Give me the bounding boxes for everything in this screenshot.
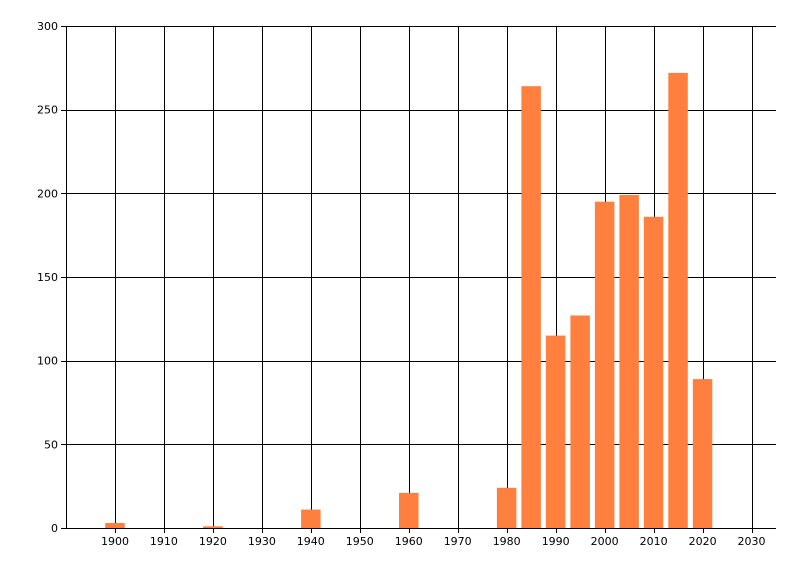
x-tick-label-1930: 1930: [248, 535, 276, 548]
bar-1995: [570, 315, 590, 528]
axes: [66, 26, 776, 529]
x-tick-label-1940: 1940: [297, 535, 325, 548]
bar-2010: [643, 216, 664, 529]
bar-1980: [496, 487, 517, 528]
x-tick-label-2010: 2010: [640, 535, 668, 548]
x-tick-label-1900: 1900: [101, 535, 129, 548]
y-tick-label-150: 150: [37, 271, 58, 284]
y-tick-label-300: 300: [37, 20, 58, 33]
bar-2000: [594, 201, 615, 528]
y-tick-label-250: 250: [37, 104, 58, 117]
x-tick-label-2030: 2030: [738, 535, 766, 548]
x-tick-label-2000: 2000: [591, 535, 619, 548]
x-tick-label-2020: 2020: [689, 535, 717, 548]
y-axis-tick-labels: 0 50 100 150 200 250 300: [37, 20, 66, 535]
bar-1990: [545, 335, 566, 528]
x-tick-label-1980: 1980: [493, 535, 521, 548]
x-tick-label-1950: 1950: [346, 535, 374, 548]
y-tick-label-0: 0: [51, 522, 58, 535]
bar-1900: [105, 523, 125, 528]
y-tick-label-50: 50: [44, 438, 58, 451]
x-tick-label-1970: 1970: [444, 535, 472, 548]
bar-1940: [301, 509, 321, 528]
bar-1985: [521, 86, 541, 528]
bar-2020: [692, 379, 713, 528]
x-tick-label-1920: 1920: [199, 535, 227, 548]
x-axis-tick-labels: 1900 1910 1920 1930 1940 1950 1960 1970 1980 1990…: [101, 535, 766, 548]
bar-1920: [203, 526, 223, 528]
y-tick-label-100: 100: [37, 355, 58, 368]
x-tick-label-1910: 1910: [150, 535, 178, 548]
y-tick-label-200: 200: [37, 187, 58, 200]
bars: [105, 72, 713, 529]
bar-2015: [668, 72, 688, 529]
bar-1960: [399, 492, 419, 528]
x-tick-label-1990: 1990: [542, 535, 570, 548]
x-tick-label-1960: 1960: [395, 535, 423, 548]
bar-2005: [619, 195, 639, 528]
